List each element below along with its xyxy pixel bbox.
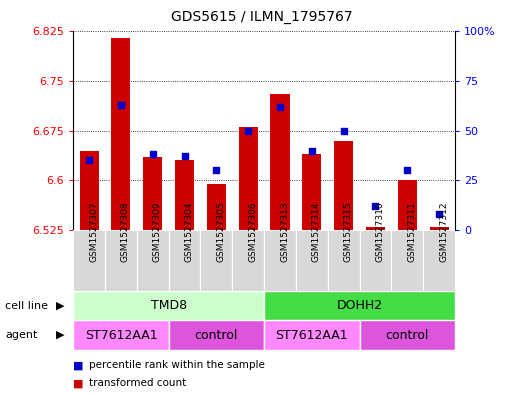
Text: GSM1527315: GSM1527315 — [344, 202, 353, 262]
Text: GSM1527307: GSM1527307 — [89, 202, 98, 262]
Point — [435, 211, 444, 217]
Point — [308, 147, 316, 154]
Bar — [328, 230, 360, 291]
Bar — [366, 227, 385, 230]
Bar — [200, 230, 232, 291]
Bar — [397, 180, 417, 230]
Bar — [429, 227, 449, 230]
Bar — [264, 320, 360, 350]
Text: ▶: ▶ — [56, 301, 64, 310]
Bar — [137, 230, 168, 291]
Bar — [73, 320, 168, 350]
Text: GSM1527313: GSM1527313 — [280, 202, 289, 262]
Text: TMD8: TMD8 — [151, 299, 187, 312]
Bar — [73, 230, 105, 291]
Text: ■: ■ — [73, 360, 84, 371]
Bar — [334, 141, 353, 230]
Bar — [105, 230, 137, 291]
Text: GSM1527304: GSM1527304 — [185, 202, 194, 262]
Bar — [143, 157, 162, 230]
Bar — [296, 230, 328, 291]
Bar — [111, 38, 130, 230]
Text: cell line: cell line — [5, 301, 48, 310]
Bar — [175, 160, 194, 230]
Point — [244, 127, 253, 134]
Bar — [207, 184, 226, 230]
Text: GSM1527308: GSM1527308 — [121, 202, 130, 262]
Point — [339, 127, 348, 134]
Point — [212, 167, 221, 173]
Text: ■: ■ — [73, 378, 84, 388]
Point — [403, 167, 412, 173]
Bar — [360, 320, 455, 350]
Text: control: control — [385, 329, 429, 342]
Text: GSM1527314: GSM1527314 — [312, 202, 321, 262]
Point — [371, 203, 380, 209]
Text: percentile rank within the sample: percentile rank within the sample — [89, 360, 265, 371]
Text: GSM1527305: GSM1527305 — [217, 202, 225, 262]
Text: DOHH2: DOHH2 — [336, 299, 383, 312]
Bar — [264, 291, 455, 320]
Bar — [73, 291, 264, 320]
Bar — [423, 230, 455, 291]
Text: GSM1527306: GSM1527306 — [248, 202, 257, 262]
Text: transformed count: transformed count — [89, 378, 186, 388]
Bar — [232, 230, 264, 291]
Text: ST7612AA1: ST7612AA1 — [276, 329, 348, 342]
Bar — [238, 127, 258, 230]
Bar — [264, 230, 296, 291]
Text: GSM1527310: GSM1527310 — [376, 202, 384, 262]
Bar — [168, 320, 264, 350]
Bar — [360, 230, 391, 291]
Bar — [302, 154, 321, 230]
Text: control: control — [195, 329, 238, 342]
Text: GSM1527311: GSM1527311 — [407, 202, 416, 262]
Bar — [168, 230, 200, 291]
Bar — [270, 94, 290, 230]
Text: GDS5615 / ILMN_1795767: GDS5615 / ILMN_1795767 — [170, 10, 353, 24]
Point — [276, 104, 284, 110]
Point — [149, 151, 157, 158]
Point — [117, 102, 125, 108]
Bar — [391, 230, 423, 291]
Text: GSM1527312: GSM1527312 — [439, 202, 448, 262]
Text: ▶: ▶ — [56, 330, 64, 340]
Text: agent: agent — [5, 330, 38, 340]
Point — [85, 157, 93, 163]
Bar — [79, 151, 99, 230]
Point — [180, 153, 189, 160]
Text: GSM1527309: GSM1527309 — [153, 202, 162, 262]
Text: ST7612AA1: ST7612AA1 — [85, 329, 157, 342]
